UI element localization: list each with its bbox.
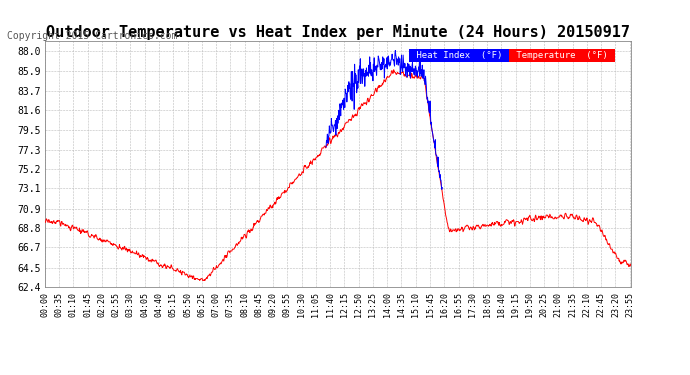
Title: Outdoor Temperature vs Heat Index per Minute (24 Hours) 20150917: Outdoor Temperature vs Heat Index per Mi… — [46, 24, 630, 40]
Text: Copyright 2015 Cartronics.com: Copyright 2015 Cartronics.com — [7, 32, 177, 41]
Text: Heat Index  (°F): Heat Index (°F) — [411, 51, 508, 60]
Text: Temperature  (°F): Temperature (°F) — [511, 51, 613, 60]
